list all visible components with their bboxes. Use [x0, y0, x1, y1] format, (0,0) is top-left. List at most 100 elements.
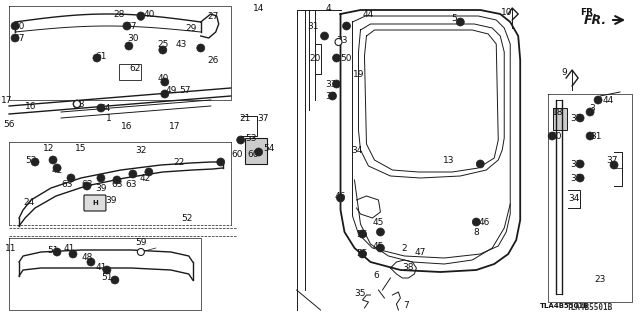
Text: 41: 41: [63, 244, 75, 252]
Circle shape: [376, 228, 385, 236]
Circle shape: [11, 22, 19, 30]
Circle shape: [328, 92, 337, 100]
Text: 40: 40: [143, 10, 154, 19]
Text: 7: 7: [404, 301, 409, 310]
Circle shape: [196, 44, 205, 52]
Text: 45: 45: [372, 218, 384, 227]
Text: 12: 12: [44, 143, 54, 153]
Text: 41: 41: [95, 263, 107, 273]
Text: 30: 30: [127, 34, 139, 43]
Circle shape: [342, 22, 351, 30]
Circle shape: [161, 90, 169, 98]
Text: 32: 32: [135, 146, 147, 155]
Circle shape: [576, 160, 584, 168]
Text: 31: 31: [590, 132, 602, 140]
Circle shape: [49, 156, 57, 164]
Text: 14: 14: [253, 4, 264, 12]
Text: 33: 33: [570, 114, 582, 123]
Text: 31: 31: [307, 21, 318, 30]
Text: 50: 50: [340, 53, 352, 62]
Text: 1: 1: [106, 114, 112, 123]
Text: 34: 34: [351, 146, 362, 155]
FancyBboxPatch shape: [84, 195, 106, 211]
Text: 24: 24: [24, 197, 35, 206]
Circle shape: [358, 250, 367, 258]
Text: 53: 53: [245, 133, 257, 142]
Text: 42: 42: [140, 173, 150, 182]
Circle shape: [548, 132, 556, 140]
Text: 42: 42: [51, 165, 63, 174]
Text: 4: 4: [326, 4, 332, 12]
Text: 5: 5: [451, 13, 457, 22]
Text: 16: 16: [121, 122, 132, 131]
Text: 23: 23: [595, 276, 605, 284]
Text: 55: 55: [356, 250, 368, 259]
Circle shape: [472, 218, 480, 226]
Text: FR.: FR.: [584, 13, 607, 27]
Text: TLA4B5501B: TLA4B5501B: [567, 303, 613, 313]
Text: 43: 43: [175, 39, 186, 49]
Text: 19: 19: [353, 69, 364, 78]
Text: 13: 13: [443, 156, 454, 164]
Circle shape: [138, 15, 143, 20]
Text: 44: 44: [363, 10, 374, 19]
Text: 9: 9: [561, 68, 567, 76]
Circle shape: [333, 54, 340, 62]
Text: 27: 27: [207, 12, 218, 20]
Circle shape: [67, 174, 75, 182]
Text: 6: 6: [374, 271, 380, 281]
Text: 46: 46: [479, 218, 490, 227]
Circle shape: [11, 34, 19, 42]
Text: 38: 38: [403, 263, 414, 273]
Text: 33: 33: [570, 159, 582, 169]
Circle shape: [145, 168, 153, 176]
Text: 62: 62: [129, 63, 141, 73]
Text: 8: 8: [474, 228, 479, 236]
Text: 58: 58: [73, 100, 84, 108]
Text: 60: 60: [247, 149, 259, 158]
Text: 40: 40: [13, 21, 25, 30]
Text: 34: 34: [568, 194, 580, 203]
Circle shape: [594, 96, 602, 104]
Circle shape: [83, 182, 91, 190]
Text: TLA4B5501B: TLA4B5501B: [540, 303, 589, 309]
Text: 64: 64: [99, 103, 111, 113]
Text: 2: 2: [401, 244, 407, 252]
Text: H: H: [92, 200, 98, 206]
Circle shape: [358, 230, 367, 238]
Bar: [553, 108, 567, 130]
Circle shape: [87, 258, 95, 266]
Circle shape: [159, 46, 167, 54]
Text: 52: 52: [181, 213, 193, 222]
Circle shape: [125, 42, 133, 50]
Text: 57: 57: [13, 34, 25, 43]
Text: 44: 44: [602, 95, 614, 105]
Circle shape: [53, 248, 61, 256]
Text: 54: 54: [263, 143, 275, 153]
Text: 49: 49: [165, 85, 177, 94]
Circle shape: [74, 100, 81, 108]
Text: 28: 28: [113, 10, 125, 19]
Circle shape: [335, 38, 342, 45]
Text: 25: 25: [157, 39, 168, 49]
Text: 37: 37: [257, 114, 268, 123]
Circle shape: [103, 266, 111, 274]
Bar: [119, 64, 141, 80]
Text: 39: 39: [105, 196, 116, 204]
Text: 37: 37: [606, 156, 618, 164]
Circle shape: [337, 194, 344, 202]
Text: FR.: FR.: [580, 7, 596, 17]
Text: 51: 51: [101, 274, 113, 283]
Text: 33: 33: [337, 36, 348, 44]
Circle shape: [333, 80, 340, 88]
Text: 57: 57: [179, 85, 191, 94]
Circle shape: [137, 12, 145, 20]
Text: 33: 33: [570, 173, 582, 182]
Text: 17: 17: [169, 122, 180, 131]
Circle shape: [586, 108, 594, 116]
Circle shape: [93, 54, 101, 62]
Circle shape: [586, 132, 594, 140]
Circle shape: [255, 148, 262, 156]
Circle shape: [610, 161, 618, 169]
Text: 63: 63: [125, 180, 136, 188]
